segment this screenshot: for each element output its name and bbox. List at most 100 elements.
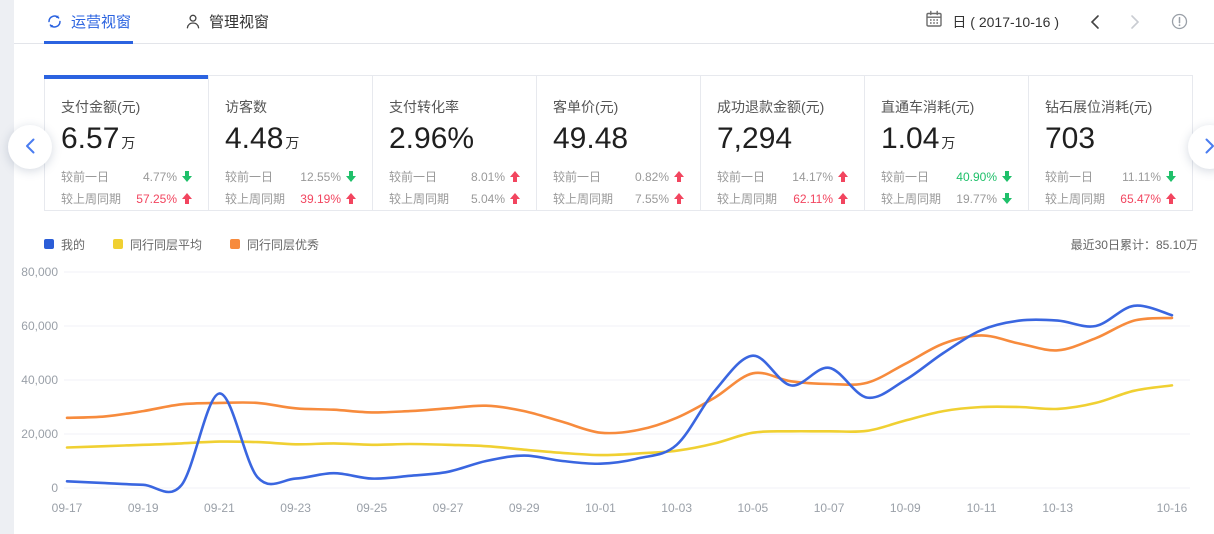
chevron-right-icon bbox=[1204, 137, 1214, 158]
metric-vs-prev-week: 较上周同期 57.25% bbox=[61, 190, 192, 207]
trend-arrow bbox=[510, 171, 520, 182]
y-tick-label: 80,000 bbox=[21, 265, 58, 279]
metric-value: 1.04 万 bbox=[881, 122, 956, 155]
trend-arrow bbox=[1166, 193, 1176, 204]
user-icon bbox=[185, 13, 201, 30]
metric-vs-prev-week: 较上周同期 62.11% bbox=[717, 190, 848, 207]
header-controls: 日 ( 2017-10-16 ) bbox=[925, 0, 1214, 43]
metric-title: 客单价(元) bbox=[553, 99, 619, 115]
tab-label: 管理视窗 bbox=[209, 14, 270, 31]
metric-vs-prev-week: 较上周同期 65.47% bbox=[1045, 190, 1176, 207]
x-tick-label: 09-25 bbox=[356, 501, 387, 515]
legend-item-peer-excellent[interactable]: 同行同层优秀 bbox=[230, 236, 319, 253]
trend-chart: 0 20,000 40,000 60,000 80,000 09-17 09-19 09-21… bbox=[14, 262, 1214, 534]
metric-card-avg-order-value[interactable]: 客单价(元) 49.48 较前一日 0.82% 较上周同期 7.55% bbox=[536, 75, 701, 211]
y-tick-label: 0 bbox=[51, 481, 58, 495]
y-tick-label: 20,000 bbox=[21, 427, 58, 441]
x-tick-label: 09-23 bbox=[280, 501, 311, 515]
chart-legend: 我的 同行同层平均 同行同层优秀 最近30日累计：85.10万 bbox=[44, 234, 1198, 254]
metric-unit: 万 bbox=[285, 135, 300, 151]
trend-arrow bbox=[1002, 171, 1012, 182]
legend-item-peer-average[interactable]: 同行同层平均 bbox=[113, 236, 202, 253]
x-tick-label: 09-17 bbox=[52, 501, 83, 515]
metric-vs-prev-week: 较上周同期 39.19% bbox=[225, 190, 356, 207]
metric-vs-prev-week: 较上周同期 19.77% bbox=[881, 190, 1012, 207]
x-tick-label: 10-09 bbox=[890, 501, 921, 515]
metric-vs-prev-day: 较前一日 4.77% bbox=[61, 168, 192, 185]
series-line-同行同层平均 bbox=[65, 384, 1174, 457]
metric-vs-prev-week: 较上周同期 5.04% bbox=[389, 190, 520, 207]
metric-value: 6.57 万 bbox=[61, 122, 136, 155]
metric-card-diamond-spend[interactable]: 钻石展位消耗(元) 703 较前一日 11.11% 较上周同期 65.47% bbox=[1028, 75, 1193, 211]
date-range-label: 日 ( 2017-10-16 ) bbox=[952, 13, 1059, 30]
metric-title: 钻石展位消耗(元) bbox=[1045, 99, 1153, 115]
y-tick-label: 40,000 bbox=[21, 373, 58, 387]
metric-vs-prev-day: 较前一日 12.55% bbox=[225, 168, 356, 185]
metric-vs-prev-day: 较前一日 14.17% bbox=[717, 168, 848, 185]
metric-cards-row: 支付金额(元) 6.57 万 较前一日 4.77% 较上周同期 57.25% 访客… bbox=[44, 75, 1193, 211]
metric-card-payment-amount[interactable]: 支付金额(元) 6.57 万 较前一日 4.77% 较上周同期 57.25% bbox=[44, 75, 209, 211]
header-bar: 运营视窗 管理视窗 bbox=[14, 0, 1214, 44]
trend-arrow bbox=[510, 193, 520, 204]
legend-item-mine[interactable]: 我的 bbox=[44, 236, 85, 253]
metric-unit: 万 bbox=[121, 135, 136, 151]
x-tick-label: 10-13 bbox=[1042, 501, 1073, 515]
prev-period-button[interactable] bbox=[1089, 14, 1100, 30]
trend-arrow bbox=[838, 193, 848, 204]
trend-arrow bbox=[674, 193, 684, 204]
metric-card-ztc-spend[interactable]: 直通车消耗(元) 1.04 万 较前一日 40.90% 较上周同期 19.77% bbox=[864, 75, 1029, 211]
metric-title: 成功退款金额(元) bbox=[717, 99, 825, 115]
series-line-同行同层优秀 bbox=[65, 316, 1174, 435]
tab-label: 运营视窗 bbox=[71, 14, 132, 31]
x-tick-label: 10-03 bbox=[661, 501, 692, 515]
metric-title: 直通车消耗(元) bbox=[881, 99, 975, 115]
metric-vs-prev-day: 较前一日 8.01% bbox=[389, 168, 520, 185]
metric-vs-prev-day: 较前一日 0.82% bbox=[553, 168, 684, 185]
x-tick-label: 10-11 bbox=[967, 501, 997, 515]
metric-vs-prev-day: 较前一日 11.11% bbox=[1045, 168, 1176, 185]
trend-arrow bbox=[182, 171, 192, 182]
metric-vs-prev-day: 较前一日 40.90% bbox=[881, 168, 1012, 185]
legend-swatch bbox=[230, 239, 241, 249]
trend-arrow bbox=[182, 193, 192, 204]
trend-arrow bbox=[1002, 193, 1012, 204]
legend-swatch bbox=[44, 239, 54, 249]
trend-arrow bbox=[838, 171, 848, 182]
metric-vs-prev-week: 较上周同期 7.55% bbox=[553, 190, 684, 207]
trend-arrow bbox=[674, 171, 684, 182]
y-tick-label: 60,000 bbox=[21, 319, 58, 333]
x-tick-label: 10-05 bbox=[738, 501, 769, 515]
x-tick-label: 10-16 bbox=[1157, 501, 1188, 515]
metric-unit: 万 bbox=[941, 135, 956, 151]
date-picker[interactable]: 日 ( 2017-10-16 ) bbox=[925, 10, 1059, 33]
sync-circle-icon bbox=[46, 13, 63, 30]
cards-scroll-left-button[interactable] bbox=[8, 125, 52, 169]
metric-card-refund-amount[interactable]: 成功退款金额(元) 7,294 较前一日 14.17% 较上周同期 62.11% bbox=[700, 75, 865, 211]
trend-arrow bbox=[346, 171, 356, 182]
chevron-left-icon bbox=[24, 137, 36, 158]
series-line-我的 bbox=[65, 304, 1174, 494]
x-tick-label: 10-07 bbox=[814, 501, 845, 515]
metric-card-conversion-rate[interactable]: 支付转化率 2.96% 较前一日 8.01% 较上周同期 5.04% bbox=[372, 75, 537, 211]
metric-title: 支付金额(元) bbox=[61, 99, 141, 115]
metric-title: 访客数 bbox=[225, 99, 267, 115]
info-icon[interactable] bbox=[1171, 13, 1188, 30]
trend-arrow bbox=[1166, 171, 1176, 182]
metric-value: 7,294 bbox=[717, 122, 793, 155]
metric-card-visitors[interactable]: 访客数 4.48 万 较前一日 12.55% 较上周同期 39.19% bbox=[208, 75, 373, 211]
metric-title: 支付转化率 bbox=[389, 99, 459, 115]
summary-last-30d: 最近30日累计：85.10万 bbox=[1070, 237, 1198, 252]
trend-chart-svg: 0 20,000 40,000 60,000 80,000 09-17 09-19 09-21… bbox=[21, 265, 1190, 515]
trend-arrow bbox=[346, 193, 356, 204]
next-period-button[interactable] bbox=[1130, 14, 1141, 30]
tab-operations-view[interactable]: 运营视窗 bbox=[44, 0, 134, 44]
metric-value: 703 bbox=[1045, 122, 1096, 155]
x-tick-label: 09-21 bbox=[204, 501, 235, 515]
tab-management-view[interactable]: 管理视窗 bbox=[183, 0, 271, 43]
x-tick-label: 09-27 bbox=[433, 501, 464, 515]
metric-value: 2.96% bbox=[389, 122, 475, 155]
x-tick-label: 10-01 bbox=[585, 501, 616, 515]
x-tick-label: 09-19 bbox=[128, 501, 159, 515]
x-tick-label: 09-29 bbox=[509, 501, 540, 515]
